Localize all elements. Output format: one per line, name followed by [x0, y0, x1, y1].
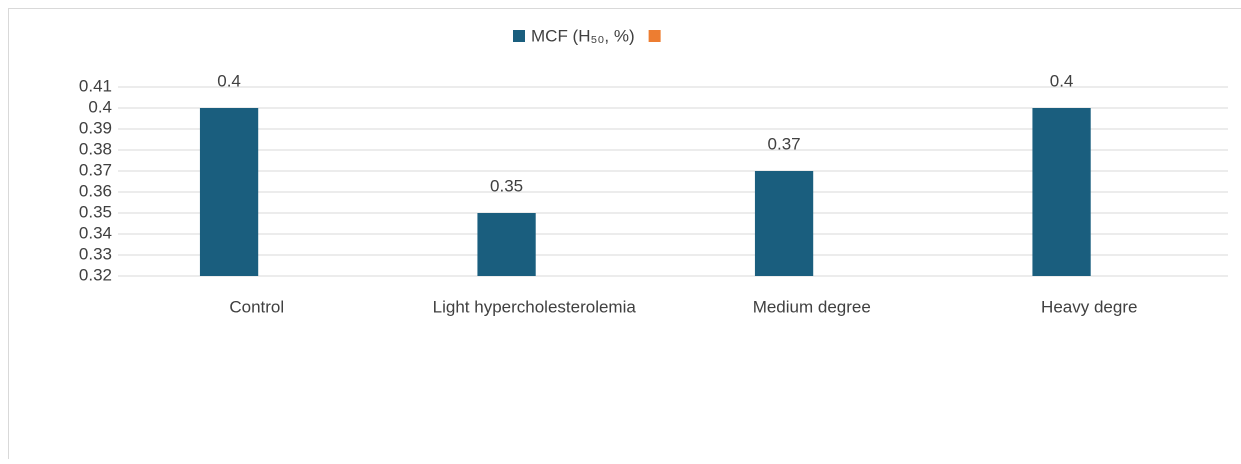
bar [1032, 108, 1090, 276]
y-tick-label: 0.35 [79, 202, 112, 221]
bar [755, 171, 813, 276]
data-label: 0.4 [1050, 71, 1074, 90]
y-tick-label: 0.32 [79, 265, 112, 284]
data-label: 0.4 [217, 71, 241, 90]
y-tick-label: 0.36 [79, 181, 112, 200]
y-tick-label: 0.34 [79, 223, 112, 242]
x-tick-label: Control [229, 297, 284, 316]
legend-label: MCF (H₅₀, %) [531, 26, 635, 45]
data-label: 0.35 [490, 176, 523, 195]
x-tick-label: Heavy degre [1041, 297, 1137, 316]
data-label: 0.37 [768, 134, 801, 153]
legend-swatch [649, 30, 661, 42]
x-tick-label: Light hypercholesterolemia [433, 297, 637, 316]
y-tick-label: 0.4 [88, 97, 112, 116]
bar [200, 108, 258, 276]
x-tick-label: Medium degree [753, 297, 871, 316]
bar [477, 213, 535, 276]
legend-swatch [513, 30, 525, 42]
y-tick-label: 0.33 [79, 244, 112, 263]
y-tick-label: 0.37 [79, 160, 112, 179]
y-tick-label: 0.38 [79, 139, 112, 158]
y-tick-label: 0.39 [79, 118, 112, 137]
y-tick-label: 0.41 [79, 76, 112, 95]
